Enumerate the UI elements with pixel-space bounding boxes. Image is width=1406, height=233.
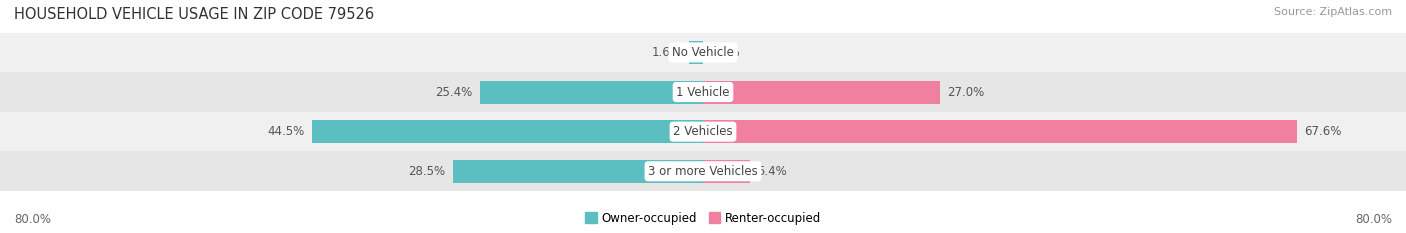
Bar — [703, 160, 751, 183]
Text: 67.6%: 67.6% — [1305, 125, 1341, 138]
Bar — [312, 120, 703, 143]
Bar — [703, 81, 941, 103]
Bar — [689, 41, 703, 64]
Text: 80.0%: 80.0% — [1355, 212, 1392, 226]
Text: 27.0%: 27.0% — [948, 86, 984, 99]
Text: 3 or more Vehicles: 3 or more Vehicles — [648, 165, 758, 178]
Bar — [0, 33, 1406, 72]
Legend: Owner-occupied, Renter-occupied: Owner-occupied, Renter-occupied — [585, 212, 821, 225]
Text: 25.4%: 25.4% — [436, 86, 472, 99]
Text: 1.6%: 1.6% — [652, 46, 682, 59]
Bar — [703, 120, 1296, 143]
Bar — [479, 81, 703, 103]
Text: 28.5%: 28.5% — [408, 165, 446, 178]
Bar — [0, 112, 1406, 151]
Text: 44.5%: 44.5% — [267, 125, 305, 138]
Bar — [0, 72, 1406, 112]
Text: 80.0%: 80.0% — [14, 212, 51, 226]
Text: No Vehicle: No Vehicle — [672, 46, 734, 59]
Bar — [0, 151, 1406, 191]
Text: Source: ZipAtlas.com: Source: ZipAtlas.com — [1274, 7, 1392, 17]
Text: 1 Vehicle: 1 Vehicle — [676, 86, 730, 99]
Bar — [453, 160, 703, 183]
Text: 2 Vehicles: 2 Vehicles — [673, 125, 733, 138]
Text: HOUSEHOLD VEHICLE USAGE IN ZIP CODE 79526: HOUSEHOLD VEHICLE USAGE IN ZIP CODE 7952… — [14, 7, 374, 22]
Text: 0.0%: 0.0% — [710, 46, 740, 59]
Text: 5.4%: 5.4% — [758, 165, 787, 178]
